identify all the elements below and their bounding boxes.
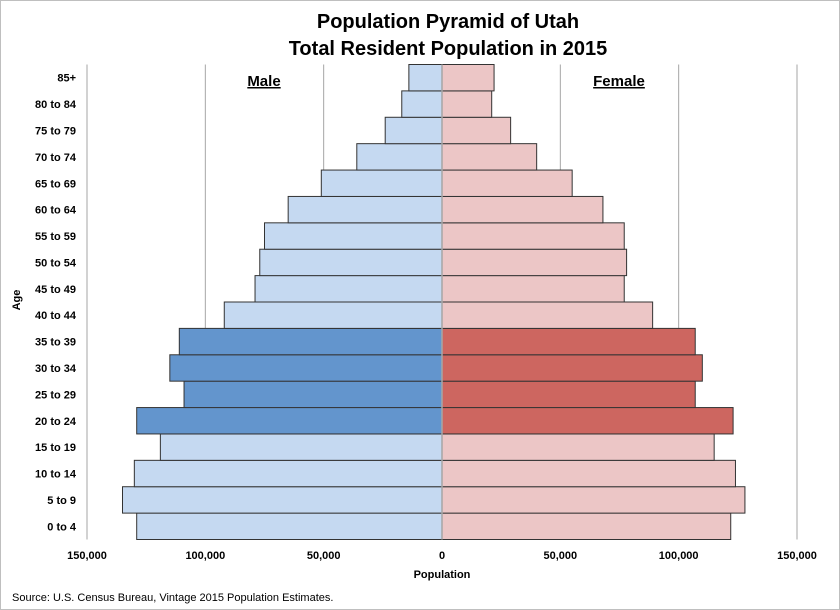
- x-tick-label: 0: [439, 550, 445, 562]
- bar-male: [254, 275, 443, 303]
- bar-male: [122, 486, 443, 514]
- age-label: 80 to 84: [35, 99, 77, 111]
- bar-female: [441, 64, 495, 92]
- age-label: 40 to 44: [35, 310, 77, 322]
- bar-male: [356, 143, 443, 171]
- bar-female: [441, 301, 654, 329]
- age-label: 30 to 34: [35, 363, 77, 375]
- age-label: 55 to 59: [35, 231, 76, 243]
- x-tick-label: 100,000: [185, 550, 225, 562]
- bar-female: [441, 195, 604, 224]
- bar-female: [441, 433, 715, 461]
- bar-male: [259, 248, 443, 277]
- bar-female: [441, 169, 573, 197]
- bar-male: [136, 512, 443, 540]
- male-side-label: Male: [247, 73, 280, 90]
- age-label: 20 to 24: [35, 416, 77, 428]
- chart-title-line1: Population Pyramid of Utah: [317, 11, 579, 33]
- bar-male: [183, 380, 443, 409]
- bar-male: [159, 433, 443, 461]
- age-label: 35 to 39: [35, 337, 76, 349]
- age-label: 25 to 29: [35, 389, 76, 401]
- age-label: 70 to 74: [35, 152, 77, 164]
- age-label: 0 to 4: [47, 521, 77, 533]
- x-tick-label: 100,000: [659, 550, 699, 562]
- x-tick-label: 50,000: [307, 550, 341, 562]
- bar-female: [441, 407, 734, 435]
- source-note: Source: U.S. Census Bureau, Vintage 2015…: [12, 592, 333, 604]
- bar-male: [408, 64, 443, 92]
- bar-female: [441, 275, 625, 303]
- bar-female: [441, 459, 736, 488]
- chart-title-line2: Total Resident Population in 2015: [289, 38, 608, 60]
- bar-female: [441, 512, 732, 540]
- bar-female: [441, 222, 625, 250]
- bar-male: [223, 301, 443, 329]
- age-label: 10 to 14: [35, 469, 77, 481]
- age-label: 60 to 64: [35, 205, 77, 217]
- bars: [122, 64, 746, 540]
- bar-female: [441, 90, 493, 118]
- bar-female: [441, 248, 628, 277]
- bar-male: [401, 90, 443, 118]
- bar-female: [441, 116, 512, 145]
- age-label: 75 to 79: [35, 125, 76, 137]
- x-tick-label: 50,000: [544, 550, 578, 562]
- female-side-label: Female: [593, 73, 645, 90]
- bar-male: [320, 169, 443, 197]
- age-label: 50 to 54: [35, 257, 77, 269]
- bar-male: [169, 354, 443, 382]
- bar-female: [441, 486, 746, 514]
- bar-male: [178, 327, 443, 356]
- bar-female: [441, 143, 538, 171]
- y-axis-title: Age: [11, 290, 23, 311]
- age-labels: 0 to 4 5 to 9 10 to 14 15 to 19 20 to 24 25 t…: [35, 73, 77, 534]
- x-axis-title: Population: [414, 569, 471, 581]
- bar-male: [264, 222, 443, 250]
- bar-male: [136, 407, 443, 435]
- age-label: 45 to 49: [35, 284, 76, 296]
- bar-female: [441, 380, 696, 409]
- age-label: 65 to 69: [35, 178, 76, 190]
- x-tick-label: 150,000: [67, 550, 107, 562]
- x-tick-labels: 150,000 100,000 50,000 0 50,000 100,000 150,00…: [67, 550, 817, 562]
- age-label: 5 to 9: [47, 495, 76, 507]
- bar-female: [441, 354, 703, 382]
- bar-male: [133, 459, 443, 488]
- age-label: 15 to 19: [35, 442, 76, 454]
- age-label: 85+: [57, 73, 76, 85]
- bar-female: [441, 327, 696, 356]
- x-tick-label: 150,000: [777, 550, 817, 562]
- bar-male: [384, 116, 443, 145]
- bar-male: [287, 195, 443, 224]
